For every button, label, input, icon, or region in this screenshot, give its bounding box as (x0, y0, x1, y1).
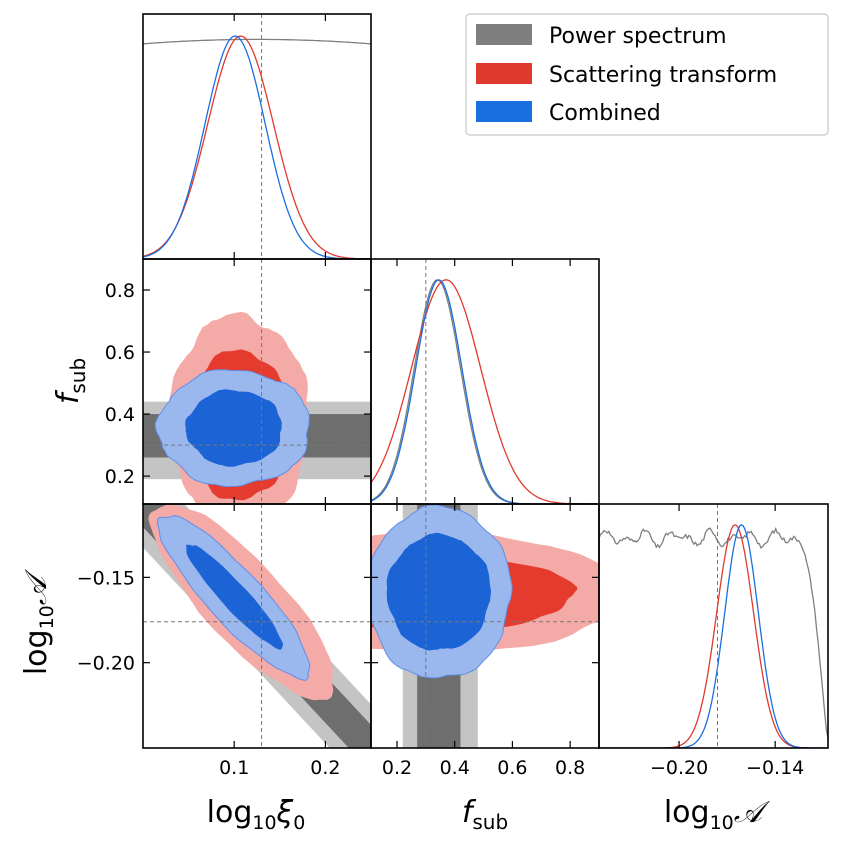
contour-inner-combined (186, 544, 284, 650)
xtick-label-fsub: 0.8 (555, 757, 585, 779)
marginal-xi-combined (143, 35, 371, 259)
marginal-logA-combined (599, 524, 828, 748)
ticks: 0.1 0.2 0.2 0.4 0.6 0.8 −0.20 −0.14 0.2 0.4 0.6 0.8… (77, 14, 804, 779)
ytick-label-logA: −0.15 (77, 567, 135, 589)
legend-swatch-power-spectrum (476, 24, 532, 45)
contour-inner-combined (386, 532, 491, 651)
frame-xi-marginal (142, 13, 372, 260)
panel-fsub-vs-xi (143, 259, 371, 504)
ytick-label-fsub: 0.6 (105, 342, 135, 364)
marginal-fsub-scattering-transform (371, 279, 599, 504)
xtick-label-xi: 0.1 (219, 757, 249, 779)
xtick-label-fsub: 0.6 (497, 757, 527, 779)
panel-fsub-marginal (371, 259, 599, 504)
ylabel-logA: log10𝒜 (19, 568, 58, 675)
panel-xi-marginal (143, 14, 371, 259)
ytick-label-fsub: 0.2 (105, 466, 135, 488)
ytick-label-fsub: 0.4 (105, 404, 135, 426)
frame-logA-marginal (598, 503, 829, 749)
xtick-label-fsub: 0.4 (440, 757, 470, 779)
ytick-label-logA: −0.20 (77, 653, 135, 675)
axis-labels: log10ξ0 fsub log10𝒜 fsub log10𝒜 (19, 358, 771, 834)
marginal-fsub-combined (371, 279, 599, 504)
legend: Power spectrum Scattering transform Comb… (465, 13, 829, 136)
xlabel-logA: log10𝒜 (664, 795, 771, 834)
xlabel-fsub: fsub (462, 795, 508, 834)
panel-logA-vs-fsub (371, 504, 599, 748)
legend-label-scattering-transform: Scattering transform (549, 63, 777, 88)
marginal-logA-power-spectrum (599, 527, 828, 739)
frame-fsub-marginal (370, 258, 600, 505)
panel-frames (142, 13, 829, 749)
xtick-label-fsub: 0.2 (382, 757, 412, 779)
xtick-label-xi: 0.2 (310, 757, 340, 779)
ytick-label-fsub: 0.8 (105, 280, 135, 302)
legend-swatch-scattering-transform (476, 63, 532, 84)
xlabel-xi: log10ξ0 (207, 795, 306, 834)
legend-swatch-combined (476, 101, 532, 122)
legend-box (465, 13, 829, 136)
xtick-label-logA: −0.14 (746, 757, 804, 779)
contour-inner-combined (185, 389, 282, 467)
panel-logA-vs-xi (143, 504, 371, 748)
xtick-label-logA: −0.20 (650, 757, 708, 779)
marginal-logA-scattering-transform (599, 524, 828, 748)
panel-logA-marginal (599, 504, 828, 748)
marginal-fsub-power-spectrum (371, 279, 599, 504)
legend-label-power-spectrum: Power spectrum (549, 24, 727, 49)
marginal-xi-power-spectrum (143, 38, 371, 45)
ylabel-fsub: fsub (51, 358, 90, 404)
legend-label-combined: Combined (549, 101, 661, 126)
